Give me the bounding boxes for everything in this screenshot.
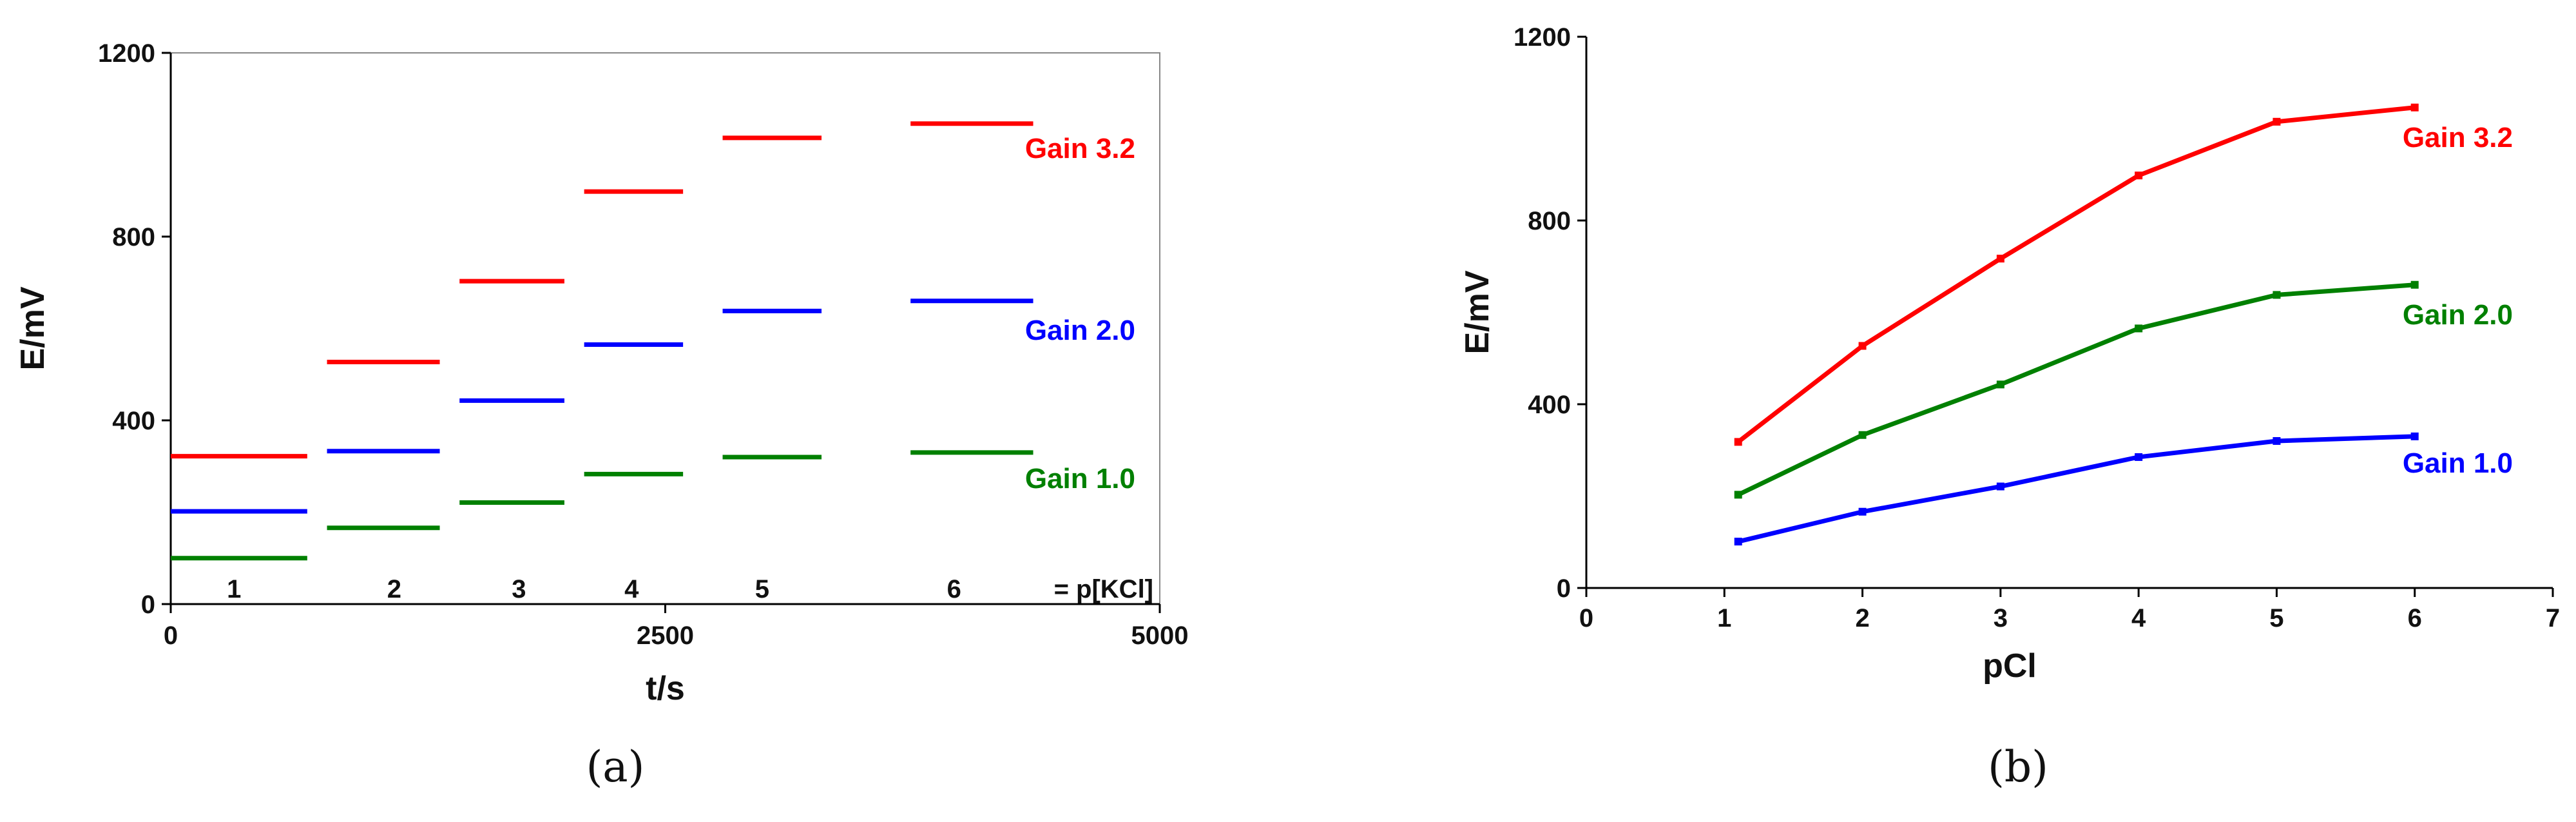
y-tick-label: 0 — [1557, 574, 1571, 603]
series-label: Gain 3.2 — [2403, 122, 2513, 153]
x-tick-label: 7 — [2546, 604, 2560, 632]
x-tick-label: 4 — [2131, 604, 2146, 632]
y-axis-title: E/mV — [14, 286, 52, 370]
series-line — [1737, 434, 2415, 544]
step-label: 3 — [512, 575, 526, 603]
x-tick-label: 1 — [1717, 604, 1731, 632]
data-point — [1996, 482, 2004, 491]
data-point — [2135, 324, 2143, 333]
panel-label-a: (a) — [586, 742, 645, 792]
data-point — [2410, 432, 2419, 440]
series-label: Gain 3.2 — [1025, 133, 1135, 164]
x-tick-label: 5000 — [1131, 621, 1189, 650]
x-tick-label: 5 — [2269, 604, 2283, 632]
data-point — [1734, 438, 1742, 446]
data-point — [1858, 431, 1867, 439]
data-point — [1996, 255, 2004, 263]
series-label: Gain 2.0 — [2403, 299, 2513, 331]
data-point — [1734, 491, 1742, 499]
data-point — [2410, 103, 2419, 112]
y-tick-label: 0 — [141, 591, 155, 619]
x-tick-label: 6 — [2408, 604, 2422, 632]
chart-panel-a: 0 400 800 1200 0 2500 5000 t/s E/mV Gain 3.2 Gain … — [14, 39, 1188, 707]
data-point — [2135, 171, 2143, 180]
x-axis-title: t/s — [646, 670, 685, 707]
x-tick-label: 2 — [1855, 604, 1869, 632]
data-point — [1996, 380, 2004, 389]
step-label: 1 — [227, 575, 241, 603]
data-point — [1858, 342, 1867, 350]
step-label: 4 — [624, 575, 639, 603]
step-label: 5 — [755, 575, 769, 603]
step-suffix: = p[KCl] — [1054, 575, 1153, 603]
series-line — [1736, 105, 2416, 444]
x-tick-label: 2500 — [637, 621, 694, 650]
data-point — [1858, 507, 1867, 516]
data-point — [2273, 117, 2281, 126]
y-tick-label: 800 — [1528, 207, 1571, 235]
y-tick-label: 400 — [1528, 391, 1571, 419]
plot-frame — [170, 52, 1160, 605]
y-tick-label: 400 — [112, 407, 155, 435]
x-tick-label: 0 — [164, 621, 178, 650]
series-label: Gain 1.0 — [1025, 463, 1135, 494]
step-label: 6 — [947, 575, 961, 603]
series-label: Gain 1.0 — [2403, 447, 2513, 479]
y-axis-title: E/mV — [1459, 270, 1496, 354]
series-line — [1737, 282, 2415, 497]
y-tick-label: 1200 — [1514, 23, 1571, 52]
chart-panel-b: 0 400 800 1200 0 1 2 3 4 5 6 7 pCl E/mV Gain 3.2 Gain 2… — [1459, 23, 2560, 685]
x-tick-label: 3 — [1994, 604, 2008, 632]
panel-label-b: (b) — [1988, 742, 2048, 792]
data-point — [2273, 291, 2281, 299]
y-tick-label: 800 — [112, 223, 155, 251]
data-point — [2135, 453, 2143, 461]
y-tick-label: 1200 — [98, 39, 155, 68]
x-axis-title: pCl — [1983, 647, 2037, 685]
data-point — [2410, 280, 2419, 289]
data-point — [1734, 538, 1742, 546]
x-tick-label: 0 — [1579, 604, 1593, 632]
series-label: Gain 2.0 — [1025, 315, 1135, 346]
data-point — [2273, 437, 2281, 445]
step-label: 2 — [387, 575, 401, 603]
